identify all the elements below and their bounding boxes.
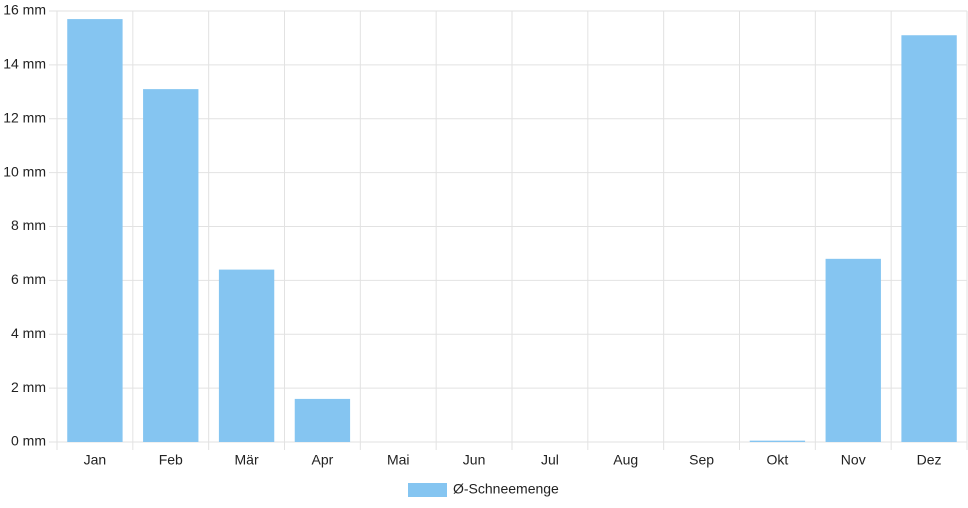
- y-tick-label: 6 mm: [11, 271, 46, 287]
- bar: [143, 89, 199, 443]
- x-tick-label: Feb: [159, 452, 183, 468]
- x-tick-label: Sep: [689, 452, 714, 468]
- x-tick-label: Aug: [613, 452, 638, 468]
- x-tick-label: Dez: [917, 452, 942, 468]
- x-tick-label: Okt: [767, 452, 789, 468]
- bar: [294, 398, 351, 442]
- x-tick-label: Mai: [387, 452, 410, 468]
- x-tick-label: Apr: [312, 452, 334, 468]
- y-tick-label: 2 mm: [11, 379, 46, 395]
- x-tick-label: Mär: [235, 452, 259, 468]
- bar: [749, 440, 806, 442]
- bar: [901, 35, 957, 443]
- x-tick-label: Nov: [841, 452, 866, 468]
- y-tick-label: 16 mm: [3, 2, 46, 18]
- y-tick-label: 0 mm: [11, 433, 46, 449]
- bar: [67, 19, 123, 443]
- y-tick-label: 4 mm: [11, 325, 46, 341]
- y-tick-label: 8 mm: [11, 217, 46, 233]
- y-tick-label: 12 mm: [3, 109, 46, 125]
- x-tick-label: Jan: [84, 452, 107, 468]
- y-tick-label: 14 mm: [3, 56, 46, 72]
- y-tick-label: 10 mm: [3, 163, 46, 179]
- bar: [218, 269, 275, 442]
- legend-label: Ø-Schneemenge: [453, 481, 559, 497]
- x-tick-label: Jul: [541, 452, 559, 468]
- legend-swatch: [408, 483, 447, 497]
- x-tick-label: Jun: [463, 452, 486, 468]
- bar: [825, 258, 881, 442]
